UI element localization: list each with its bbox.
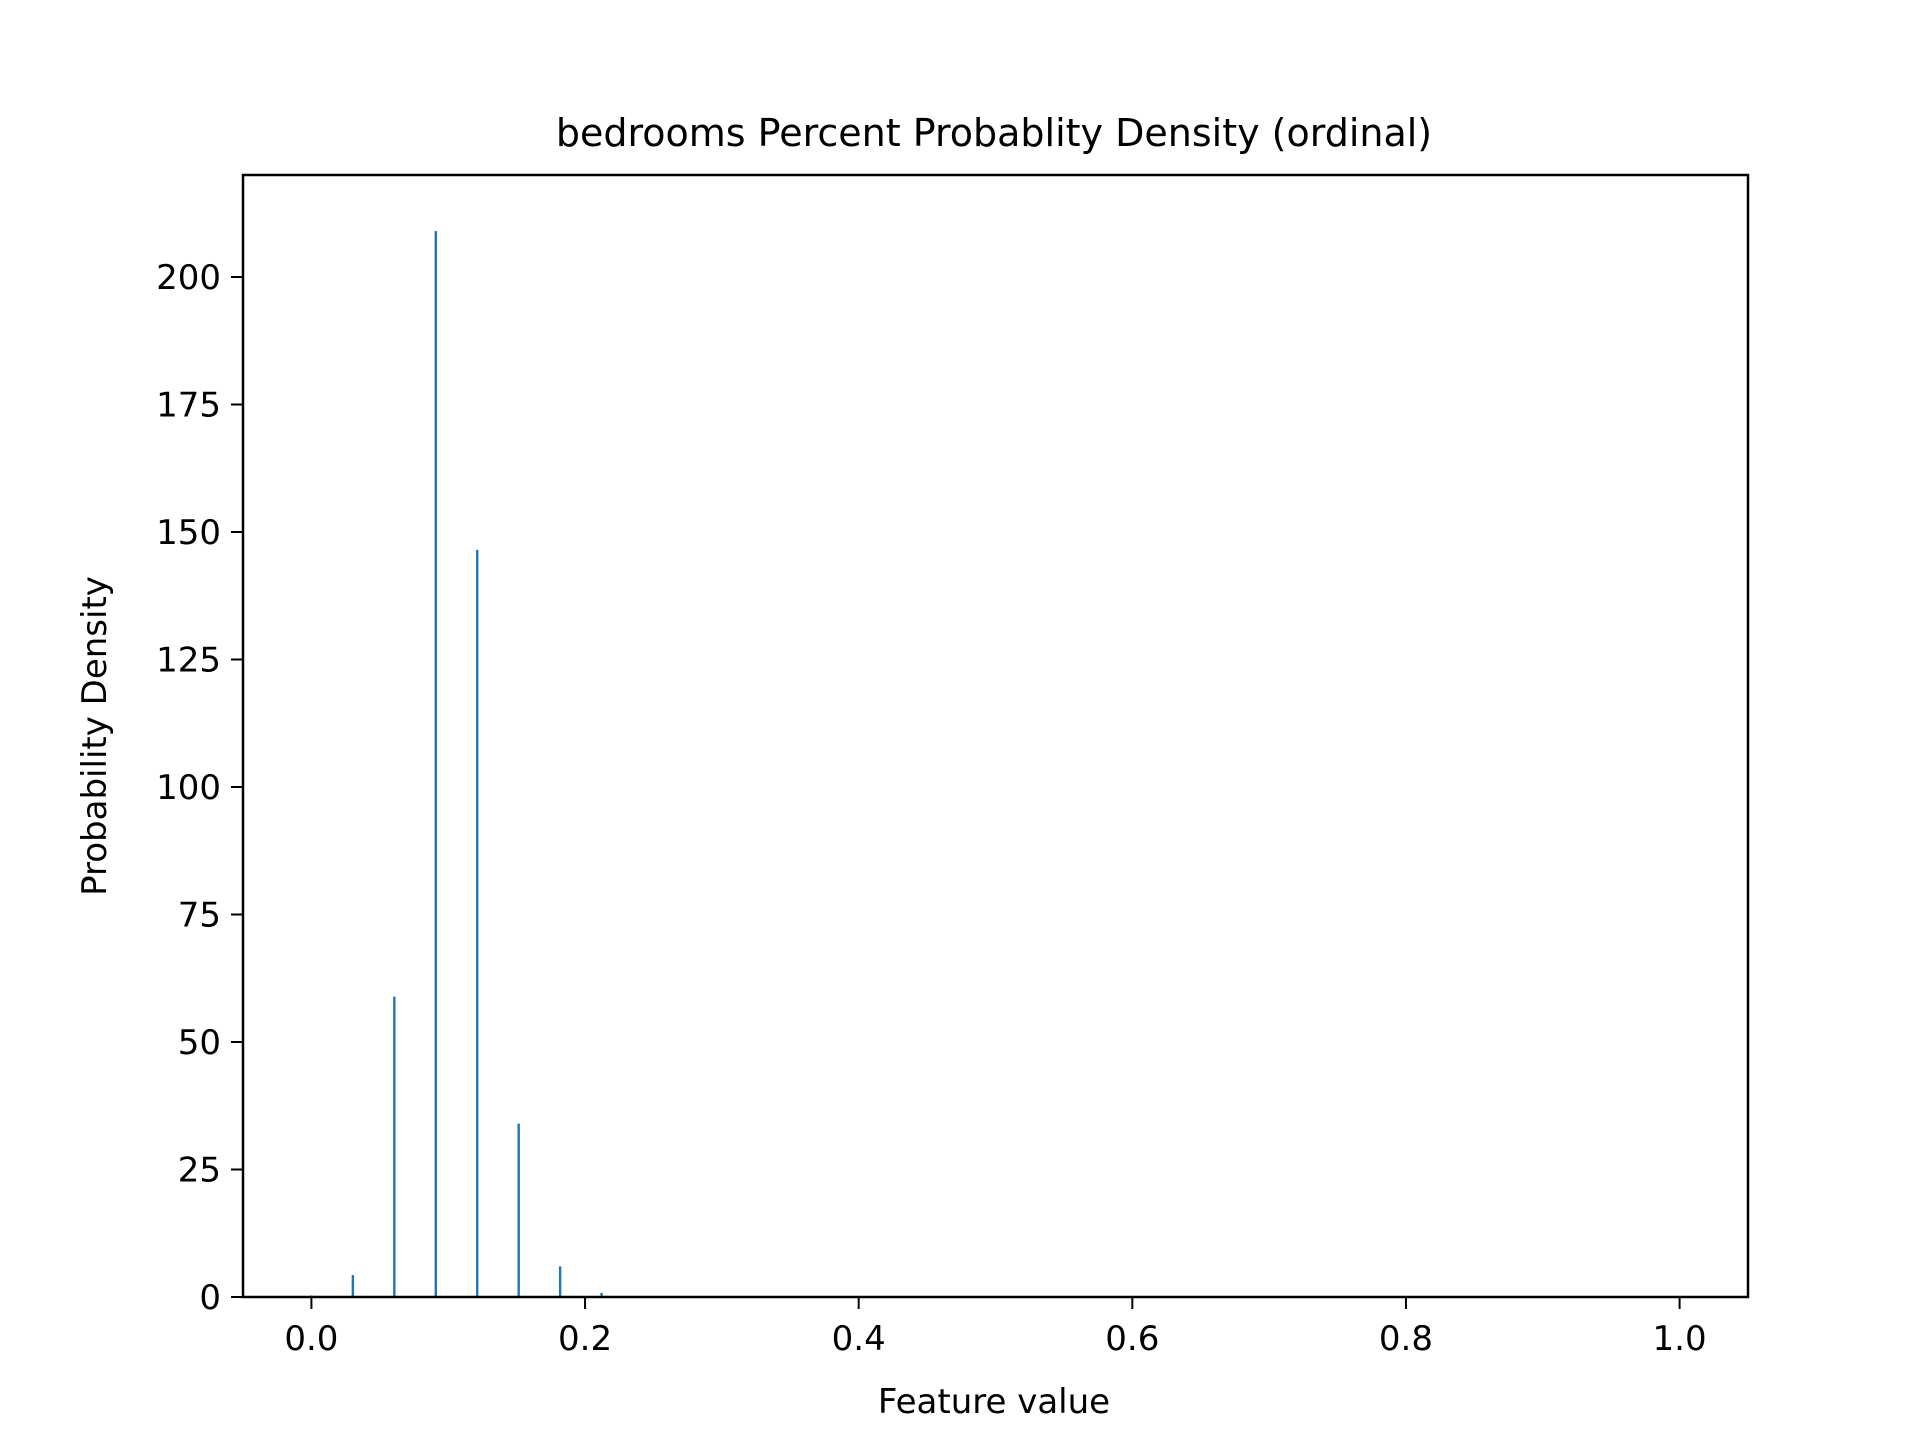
bar xyxy=(393,996,396,1297)
x-tick-label: 0.0 xyxy=(284,1319,338,1359)
y-axis-ticks: 0 25 50 75 100 125 150 175 200 xyxy=(156,258,243,1318)
x-tick-label: 1.0 xyxy=(1653,1319,1707,1359)
x-axis-ticks: 0.0 0.2 0.4 0.6 0.8 1.0 xyxy=(284,1297,1707,1359)
y-tick-label: 100 xyxy=(156,768,221,808)
y-tick-label: 75 xyxy=(178,896,221,936)
chart-title: bedrooms Percent Probablity Density (ord… xyxy=(556,111,1432,155)
y-tick-label: 0 xyxy=(199,1278,221,1318)
y-axis-label: Probability Density xyxy=(75,576,115,896)
x-tick-label: 0.2 xyxy=(558,1319,612,1359)
x-tick-label: 0.8 xyxy=(1379,1319,1433,1359)
bars-group xyxy=(310,231,645,1298)
x-tick-label: 0.6 xyxy=(1105,1319,1159,1359)
y-tick-label: 200 xyxy=(156,258,221,298)
y-tick-label: 125 xyxy=(156,641,221,681)
y-tick-label: 50 xyxy=(178,1023,221,1063)
bar xyxy=(434,231,437,1298)
y-tick-label: 175 xyxy=(156,386,221,426)
bar xyxy=(517,1123,520,1297)
bar xyxy=(351,1275,355,1297)
bar xyxy=(476,549,479,1297)
y-tick-label: 25 xyxy=(178,1151,221,1191)
x-axis-label: Feature value xyxy=(878,1382,1110,1422)
bar xyxy=(558,1266,562,1297)
x-tick-label: 0.4 xyxy=(832,1319,886,1359)
y-tick-label: 150 xyxy=(156,513,221,553)
plot-frame xyxy=(241,173,1750,1299)
bar xyxy=(600,1292,603,1297)
